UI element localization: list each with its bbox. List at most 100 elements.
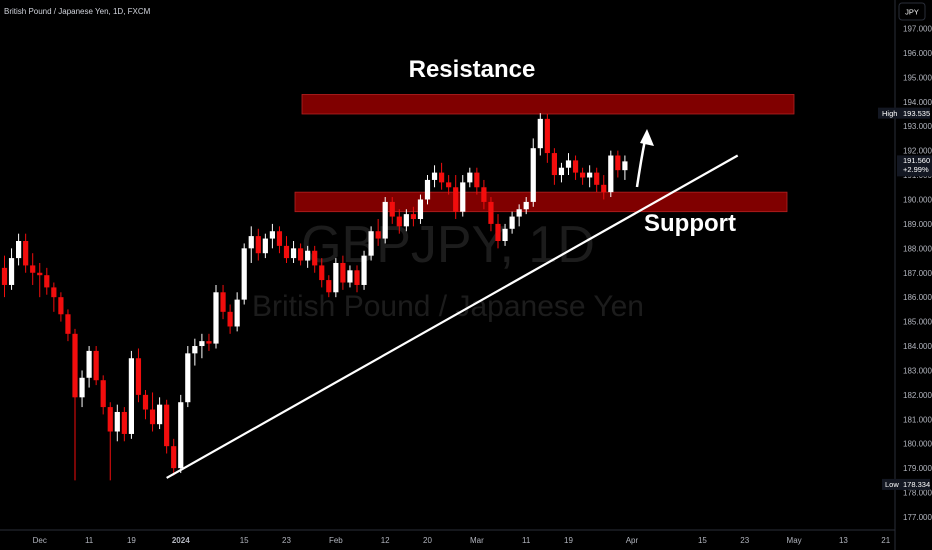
candle[interactable] — [368, 226, 374, 261]
candle[interactable] — [488, 197, 494, 232]
candle[interactable] — [44, 267, 50, 295]
candle[interactable] — [58, 292, 64, 322]
candle[interactable] — [516, 204, 522, 227]
candle[interactable] — [135, 348, 142, 403]
candle[interactable] — [23, 233, 29, 273]
candle[interactable] — [206, 333, 212, 351]
candle[interactable] — [283, 236, 290, 263]
time-tick-label: 23 — [740, 536, 749, 545]
candle[interactable] — [171, 438, 177, 476]
candle[interactable] — [8, 248, 15, 290]
candle[interactable] — [164, 399, 170, 454]
resistance-zone[interactable] — [301, 94, 795, 115]
candle[interactable] — [523, 197, 529, 215]
candle-body — [424, 179, 431, 200]
candle[interactable] — [580, 167, 586, 185]
candle[interactable] — [474, 167, 480, 195]
candle[interactable] — [1, 255, 8, 298]
candle[interactable] — [255, 228, 261, 261]
candle[interactable] — [312, 245, 318, 273]
candle[interactable] — [403, 209, 409, 232]
candle[interactable] — [431, 165, 438, 188]
candle[interactable] — [608, 150, 614, 198]
candle[interactable] — [86, 346, 92, 388]
candle[interactable] — [601, 175, 607, 200]
candle[interactable] — [276, 226, 283, 254]
candle[interactable] — [72, 328, 78, 481]
candle[interactable] — [213, 284, 219, 349]
candle[interactable] — [347, 265, 353, 288]
candle[interactable] — [107, 402, 113, 481]
candle[interactable] — [361, 250, 367, 290]
candle[interactable] — [417, 194, 424, 224]
candle[interactable] — [551, 148, 557, 185]
candle[interactable] — [467, 167, 473, 188]
candle[interactable] — [185, 346, 191, 408]
candle[interactable] — [51, 282, 57, 312]
candle[interactable] — [481, 179, 487, 210]
candle[interactable] — [572, 155, 579, 180]
candle[interactable] — [460, 175, 466, 217]
candle[interactable] — [333, 258, 339, 298]
candle[interactable] — [100, 375, 106, 415]
candle[interactable] — [114, 404, 120, 442]
candle[interactable] — [290, 240, 297, 263]
candle[interactable] — [565, 153, 572, 176]
candle[interactable] — [220, 284, 226, 320]
candle[interactable] — [149, 392, 156, 432]
candle[interactable] — [587, 165, 593, 188]
candle[interactable] — [446, 175, 452, 195]
candle[interactable] — [37, 262, 43, 298]
candle[interactable] — [241, 243, 247, 305]
candle[interactable] — [326, 275, 332, 298]
candle[interactable] — [79, 370, 85, 408]
candle[interactable] — [157, 397, 163, 430]
support-zone[interactable] — [294, 191, 788, 213]
currency-badge[interactable] — [898, 2, 926, 21]
candle[interactable] — [509, 211, 515, 234]
candle[interactable] — [502, 223, 508, 246]
candle-body — [114, 411, 120, 432]
candle[interactable] — [354, 265, 360, 293]
candle[interactable] — [192, 338, 198, 366]
candle[interactable] — [142, 389, 149, 420]
candle[interactable] — [396, 209, 402, 234]
candle[interactable] — [262, 233, 268, 259]
candle[interactable] — [16, 233, 22, 266]
candle[interactable] — [199, 333, 205, 359]
candle[interactable] — [410, 206, 416, 227]
candle[interactable] — [305, 245, 311, 268]
candle[interactable] — [234, 292, 240, 332]
candle[interactable] — [298, 243, 304, 266]
candle[interactable] — [594, 167, 600, 193]
price-tick-label: 190.000 — [903, 195, 932, 204]
candle[interactable] — [178, 394, 184, 474]
candle[interactable] — [30, 253, 36, 285]
candle[interactable] — [248, 226, 254, 263]
candle[interactable] — [537, 113, 543, 156]
candle[interactable] — [121, 407, 127, 442]
candle[interactable] — [227, 304, 233, 334]
candle[interactable] — [340, 255, 346, 290]
support-trendline[interactable] — [166, 154, 739, 479]
candle[interactable] — [269, 223, 275, 249]
candle[interactable] — [382, 197, 388, 244]
candle[interactable] — [128, 350, 134, 439]
candle[interactable] — [544, 113, 550, 163]
candle[interactable] — [65, 309, 71, 342]
candle[interactable] — [93, 346, 99, 386]
candle[interactable] — [375, 219, 381, 246]
price-axis[interactable] — [895, 0, 932, 550]
candle-body — [30, 265, 36, 273]
candle[interactable] — [439, 162, 445, 190]
candle[interactable] — [558, 162, 565, 183]
candle[interactable] — [319, 258, 325, 288]
candle[interactable] — [615, 150, 621, 178]
candle[interactable] — [622, 155, 628, 180]
candle[interactable] — [389, 197, 395, 224]
candle[interactable] — [495, 214, 501, 249]
candle[interactable] — [424, 175, 431, 205]
candle[interactable] — [530, 138, 536, 207]
candle[interactable] — [453, 175, 459, 220]
